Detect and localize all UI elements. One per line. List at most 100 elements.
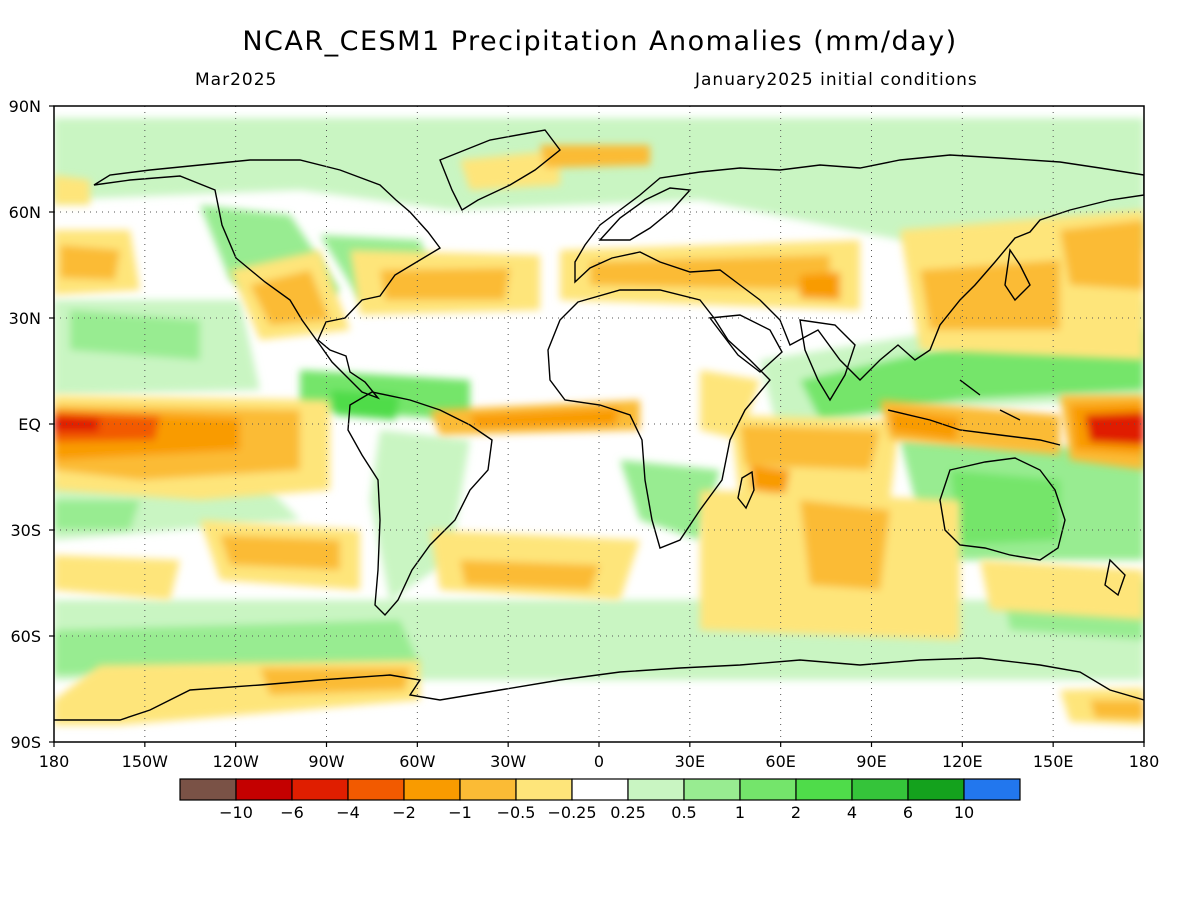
dry-anomaly-region: [800, 500, 890, 590]
dry-anomaly-region: [260, 668, 410, 695]
madagascar-coastline: [737, 470, 755, 510]
colorbar-label: 0.25: [610, 803, 646, 822]
dry-anomaly-region: [54, 175, 90, 205]
eurasia-coastline: [574, 154, 1144, 381]
wet-anomaly-region: [54, 500, 140, 530]
north-america-coastline: [93, 159, 442, 400]
latitude-label: 60N: [9, 203, 41, 222]
colorbar-swatch: [235, 778, 293, 801]
dry-anomaly-region: [220, 535, 340, 570]
dry-anomaly-region: [980, 560, 1144, 620]
south-america-coastline: [347, 391, 493, 617]
colorbar-label: −2: [392, 803, 416, 822]
japan-coastline: [1004, 248, 1031, 302]
longitude-label: 150E: [1033, 752, 1074, 771]
dry-anomaly-region: [1090, 700, 1144, 720]
dry-anomaly-region: [590, 255, 830, 290]
latitude-labels: 90N 60N 30N EQ 30S 60S 90S: [9, 97, 54, 752]
graticule: [54, 106, 1144, 742]
longitude-label: 30E: [675, 752, 705, 771]
colorbar-label: 10: [954, 803, 974, 822]
dry-anomaly-region: [460, 150, 560, 190]
wet-anomaly-region: [950, 470, 1060, 545]
colorbar-label: −4: [336, 803, 360, 822]
longitude-labels: 180 150W 120W 90W 60W 30W 0 30E 60E 90E 120E 150E 18…: [39, 742, 1160, 771]
colorbar-swatch: [403, 778, 461, 801]
wet-anomaly-region: [330, 390, 400, 420]
australia-coastline: [939, 457, 1066, 561]
longitude-label: 30W: [490, 752, 526, 771]
dry-anomaly-region: [1060, 220, 1144, 290]
colorbar-label: 2: [791, 803, 801, 822]
map-title: NCAR_CESM1 Precipitation Anomalies (mm/d…: [242, 26, 958, 57]
africa-coastline: [547, 289, 771, 549]
dry-anomaly-region: [880, 400, 1060, 455]
colorbar-label: 0.5: [671, 803, 696, 822]
colorbar: [179, 778, 1021, 801]
longitude-label: 180: [1129, 752, 1160, 771]
colorbar-swatch: [627, 778, 685, 801]
southeast-asia-islands-coastline: [887, 379, 1061, 446]
longitude-label: 150W: [122, 752, 169, 771]
colorbar-swatch: [683, 778, 741, 801]
dry-anomaly-region: [460, 560, 600, 590]
greenland-coastline: [439, 129, 561, 212]
latitude-label: 90S: [10, 733, 41, 752]
longitude-label: 180: [39, 752, 70, 771]
dry-anomaly-region: [740, 425, 880, 470]
dry-anomaly-region: [380, 268, 510, 300]
india-coastline: [799, 319, 856, 402]
latitude-label: 60S: [10, 627, 41, 646]
dry-anomaly-region: [470, 408, 620, 428]
colorbar-label: 6: [903, 803, 913, 822]
longitude-label: 0: [594, 752, 604, 771]
latitude-label: EQ: [18, 415, 41, 434]
forecast-month: Mar2025: [195, 70, 278, 90]
colorbar-swatch: [795, 778, 853, 801]
colorbar-label: −0.25: [547, 803, 596, 822]
colorbar-swatch: [851, 778, 909, 801]
dry-anomaly-region: [540, 145, 650, 168]
colorbar-label: −0.5: [497, 803, 536, 822]
colorbar-label: −6: [280, 803, 304, 822]
antarctica-coastline: [54, 657, 1144, 721]
colorbar-swatch: [459, 778, 517, 801]
colorbar-swatch: [907, 778, 965, 801]
colorbar-swatch: [347, 778, 405, 801]
latitude-label: 30N: [9, 309, 41, 328]
longitude-label: 90E: [856, 752, 886, 771]
dry-anomaly-areas: [54, 145, 1144, 725]
dry-anomaly-region: [920, 260, 1060, 330]
colorbar-swatch: [739, 778, 797, 801]
longitude-label: 90W: [308, 752, 344, 771]
colorbar-label: 4: [847, 803, 857, 822]
new-zealand-coastline: [1104, 558, 1126, 597]
dry-anomaly-region: [54, 416, 100, 432]
latitude-label: 30S: [10, 521, 41, 540]
colorbar-label: −1: [448, 803, 472, 822]
latitude-label: 90N: [9, 97, 41, 116]
dry-anomaly-region: [800, 272, 840, 300]
colorbar-swatch: [963, 778, 1021, 801]
colorbar-label: 1: [735, 803, 745, 822]
dry-anomaly-region: [54, 555, 180, 600]
arabia-coastline: [708, 314, 783, 373]
colorbar-swatch: [291, 778, 349, 801]
dry-anomaly-region: [250, 270, 330, 325]
wet-anomaly-region: [70, 310, 200, 360]
longitude-label: 120E: [942, 752, 983, 771]
initial-conditions-label: January2025 initial conditions: [695, 70, 978, 90]
dry-anomaly-region: [890, 410, 960, 440]
longitude-label: 60W: [399, 752, 435, 771]
longitude-label: 120W: [212, 752, 259, 771]
colorbar-labels: −10 −6 −4 −2 −1 −0.5 −0.25 0.25 0.5 1 2 4 6 10: [219, 803, 974, 822]
colorbar-swatch: [571, 778, 629, 801]
colorbar-swatch: [179, 778, 237, 801]
dry-anomaly-region: [60, 245, 120, 280]
longitude-label: 60E: [765, 752, 795, 771]
wet-anomaly-region: [54, 620, 420, 675]
colorbar-swatch: [515, 778, 573, 801]
coastlines: [54, 129, 1144, 721]
dry-anomaly-region: [750, 465, 790, 495]
